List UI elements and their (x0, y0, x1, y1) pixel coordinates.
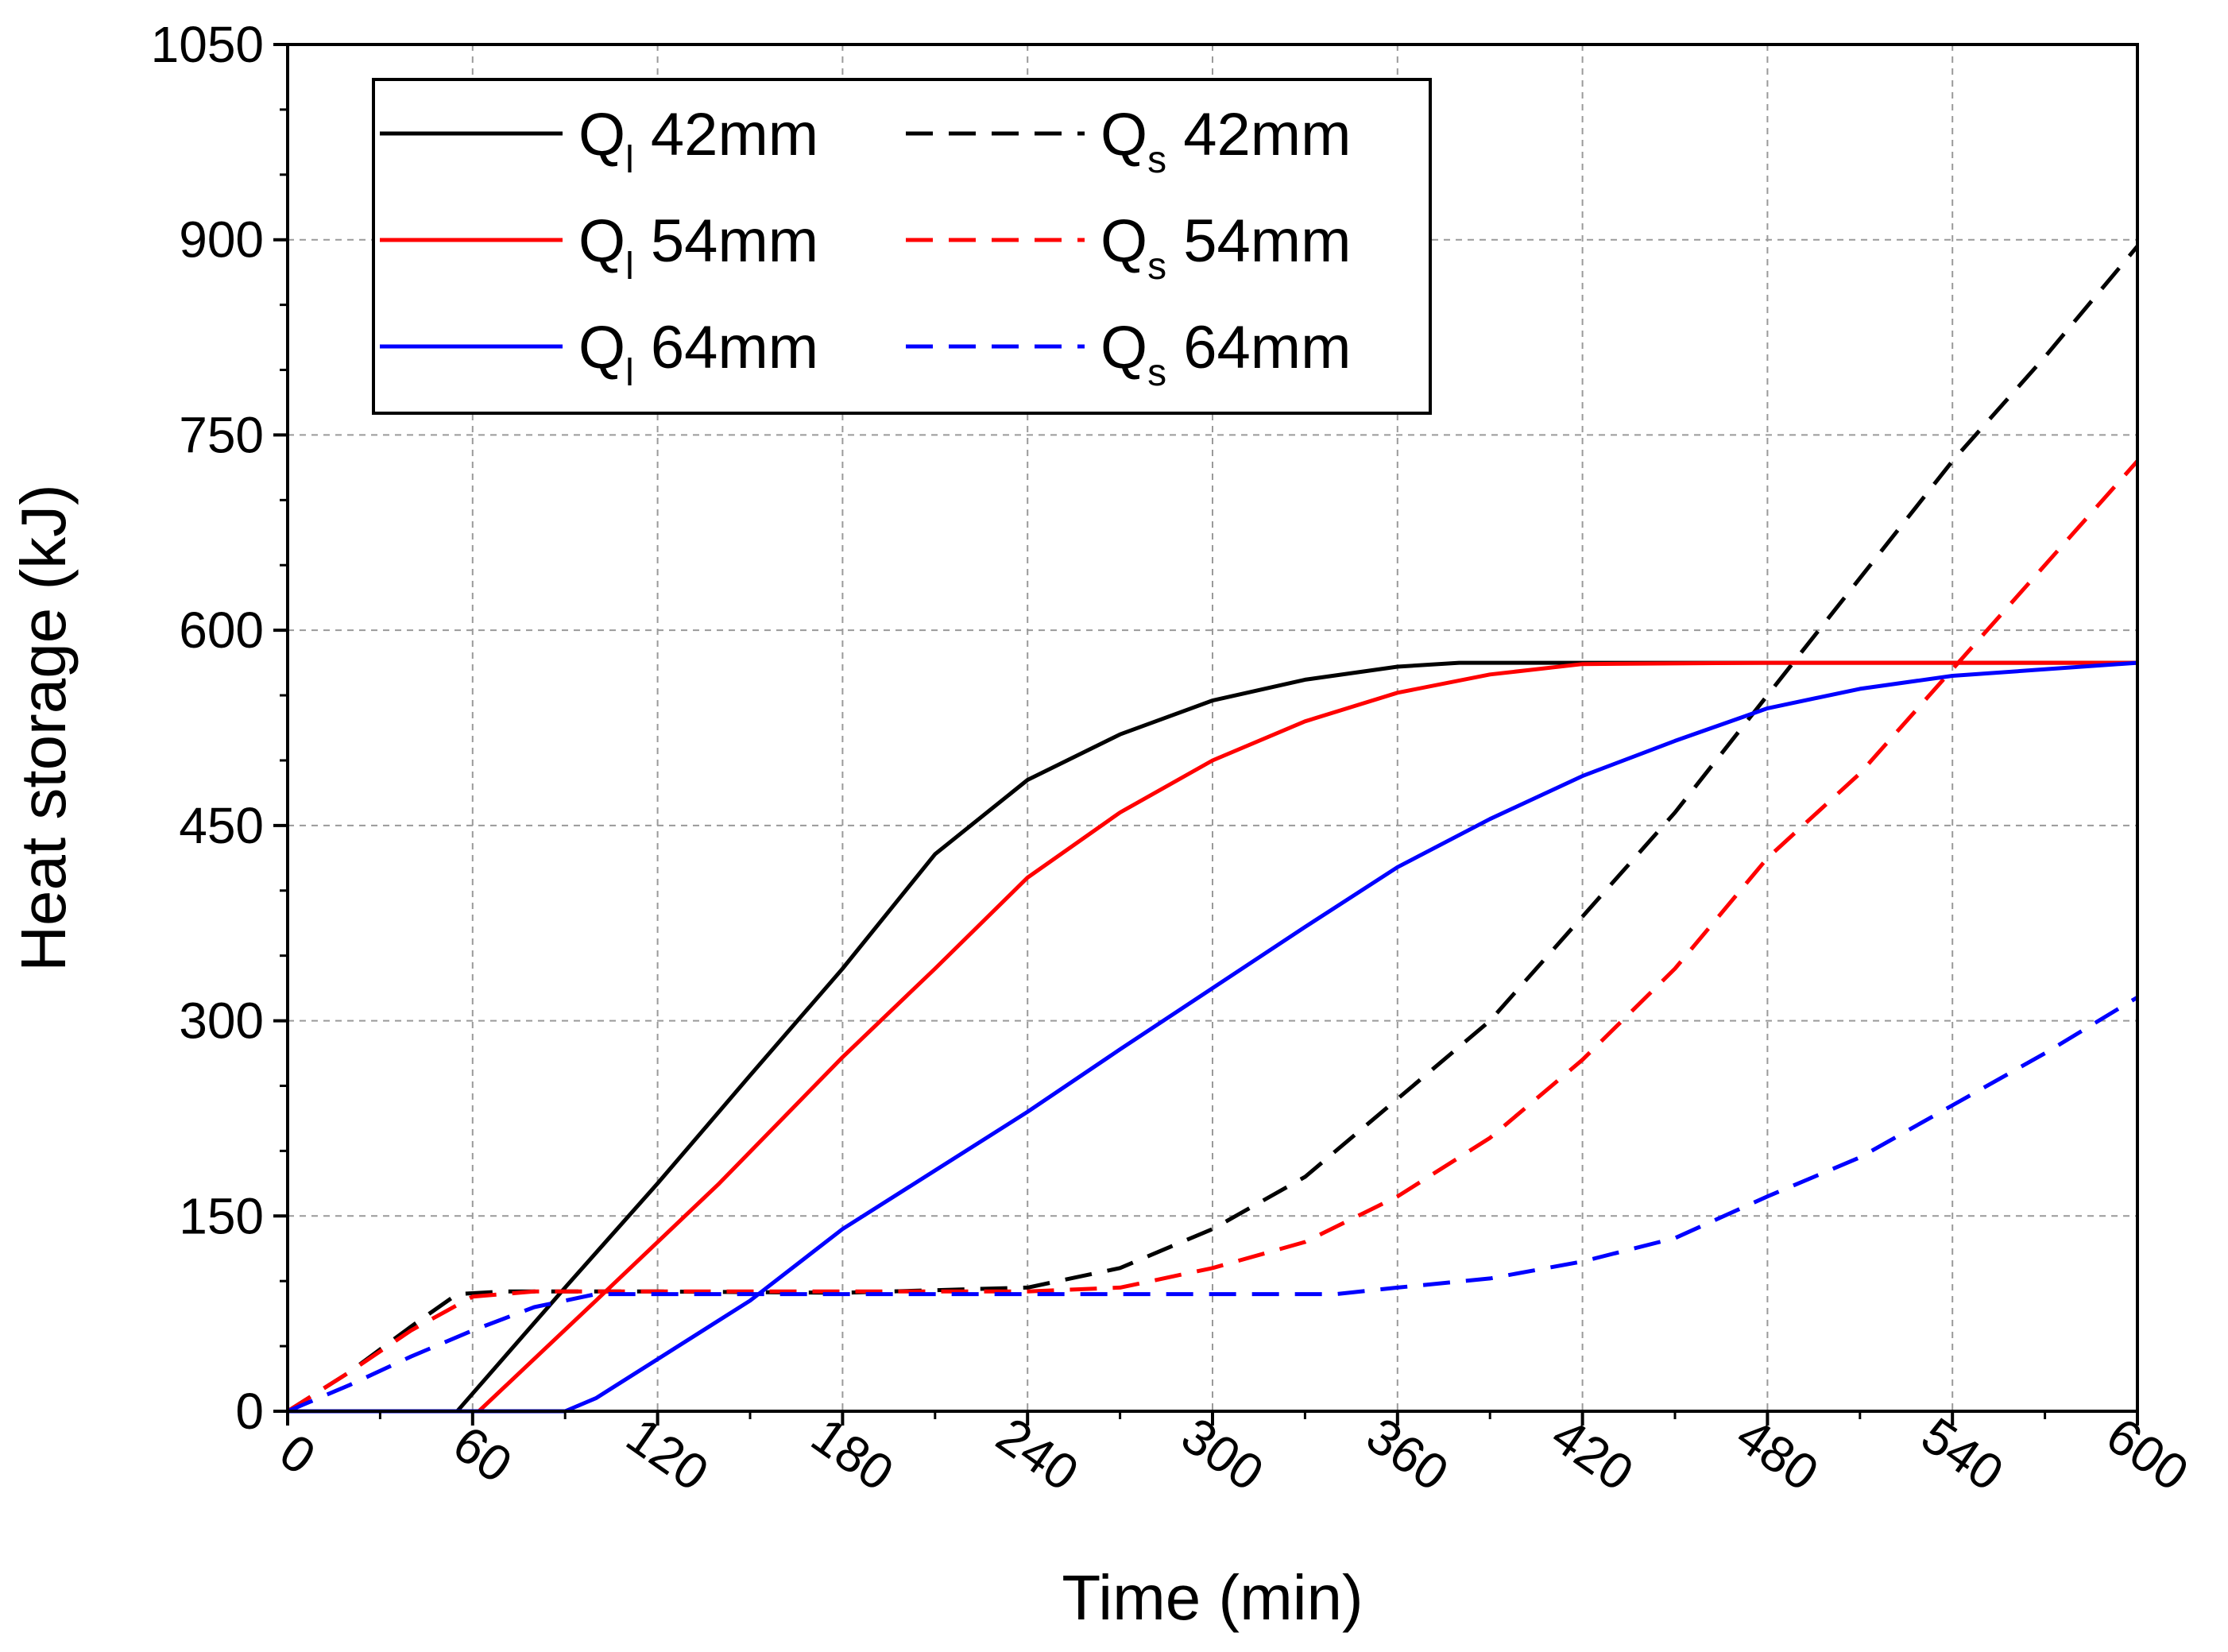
series-lines (286, 245, 2139, 1414)
series-line-3 (286, 459, 2139, 1414)
series-line-4 (288, 660, 2138, 1414)
legend-label-5: Qs 64mm (1100, 314, 1351, 394)
y-tick-label: 450 (179, 797, 264, 854)
y-tick-label: 1050 (151, 16, 264, 73)
y-tick-label: 750 (179, 406, 264, 463)
legend-label-3: Qs 54mm (1100, 207, 1351, 288)
legend-label-1: Qs 42mm (1100, 101, 1351, 181)
y-tick-label: 900 (179, 211, 264, 269)
y-tick-label: 300 (179, 992, 264, 1050)
y-axis-title: Heat storage (kJ) (8, 484, 79, 972)
legend-label-2: Ql 54mm (578, 207, 818, 288)
legend-label-4: Ql 64mm (578, 314, 818, 394)
y-tick-label: 600 (179, 602, 264, 659)
series-line-2 (288, 660, 2137, 1414)
y-tick-label: 0 (235, 1383, 264, 1440)
legend: Ql 42mm Qs 42mm Ql 54mm Qs 54mm Ql 64mm Qs 64… (372, 78, 1432, 415)
x-axis-title: Time (min) (1062, 1562, 1363, 1633)
legend-label-0: Ql 42mm (578, 101, 818, 181)
y-tick-label: 150 (179, 1187, 264, 1244)
